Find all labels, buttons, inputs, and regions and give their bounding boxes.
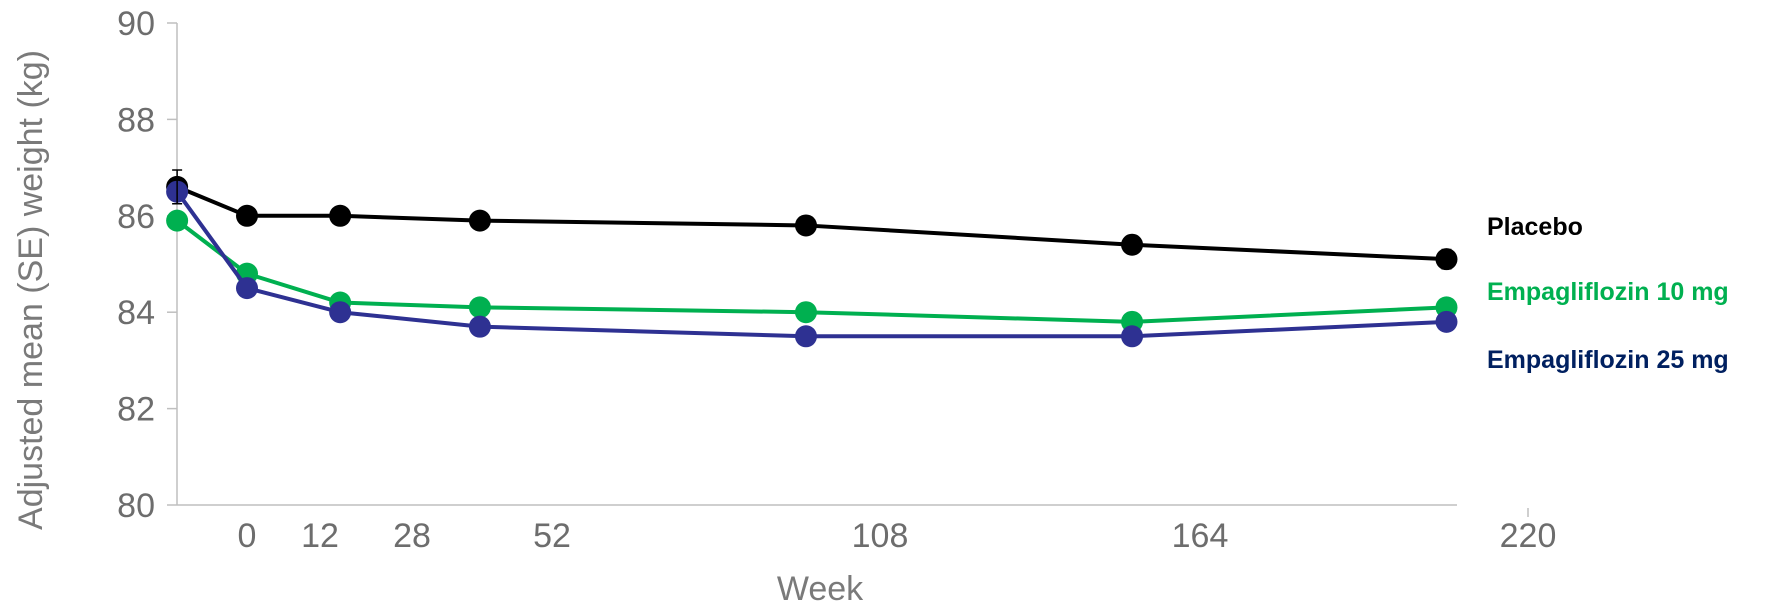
x-tick-label: 164 [1172,517,1229,555]
y-tick-label: 80 [117,487,155,525]
series-label-placebo: Placebo [1487,213,1583,241]
y-tick-label: 88 [117,101,155,139]
x-tick-label: 52 [533,517,571,555]
data-point [236,204,258,227]
data-point [236,277,258,300]
data-point [468,315,491,338]
data-point [329,204,352,227]
series-label-empagliflozin-25mg: Empagliflozin 25 mg [1487,346,1729,374]
data-point [468,296,491,319]
x-tick-label: 0 [238,517,257,555]
data-point [794,325,817,348]
y-axis: 80 82 84 86 88 90 [117,5,178,525]
x-axis-title: Week [777,570,864,607]
data-point [468,209,491,232]
x-tick-label: 12 [301,517,339,555]
data-point [1121,325,1144,348]
y-tick-label: 84 [117,294,155,332]
data-point [166,209,189,232]
series-label-empagliflozin-10mg: Empagliflozin 10 mg [1487,278,1729,306]
error-bars [172,169,1452,270]
y-axis-title: Adjusted mean (SE) weight (kg) [12,50,50,530]
data-point [1435,310,1458,333]
y-tick-label: 86 [117,198,155,236]
x-tick-label: 28 [393,517,431,555]
data-point [1121,233,1144,256]
data-point [329,301,352,324]
data-point [794,301,817,324]
x-axis: 0 12 28 52 108 164 220 [177,504,1557,555]
x-tick-label: 220 [1500,517,1557,555]
y-tick-label: 90 [117,5,155,43]
y-tick-label: 82 [117,391,155,429]
series-layer [166,169,1458,348]
data-point [794,214,817,237]
series-placebo [166,175,1458,271]
series-empagliflozin-25-mg [166,180,1458,348]
x-tick-label: 108 [852,517,909,555]
